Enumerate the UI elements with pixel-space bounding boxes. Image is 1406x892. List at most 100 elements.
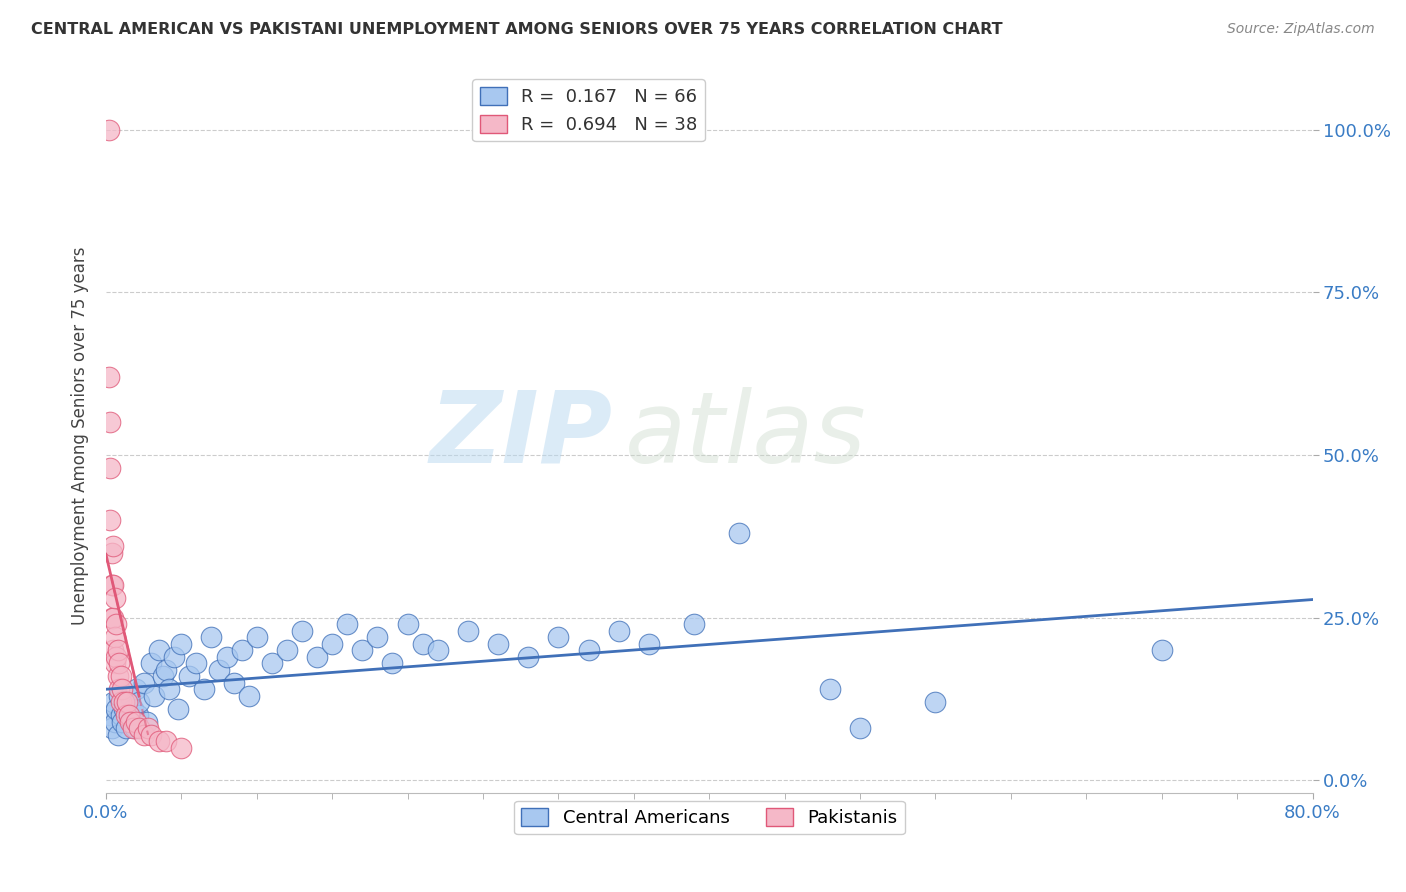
- Point: [108, 689, 131, 703]
- Point: [152, 669, 174, 683]
- Point: [103, 695, 125, 709]
- Point: [155, 663, 177, 677]
- Point: [125, 682, 148, 697]
- Point: [104, 630, 127, 644]
- Point: [155, 734, 177, 748]
- Point: [107, 669, 129, 683]
- Point: [200, 630, 222, 644]
- Point: [231, 643, 253, 657]
- Point: [97, 122, 120, 136]
- Point: [924, 695, 946, 709]
- Point: [307, 649, 329, 664]
- Point: [291, 624, 314, 638]
- Point: [366, 630, 388, 644]
- Point: [170, 637, 193, 651]
- Point: [547, 630, 569, 644]
- Text: CENTRAL AMERICAN VS PAKISTANI UNEMPLOYMENT AMONG SENIORS OVER 75 YEARS CORRELATI: CENTRAL AMERICAN VS PAKISTANI UNEMPLOYME…: [31, 22, 1002, 37]
- Point: [101, 610, 124, 624]
- Point: [132, 728, 155, 742]
- Point: [121, 714, 143, 729]
- Point: [108, 682, 131, 697]
- Point: [117, 708, 139, 723]
- Point: [122, 702, 145, 716]
- Point: [336, 617, 359, 632]
- Point: [412, 637, 434, 651]
- Point: [128, 721, 150, 735]
- Point: [118, 689, 141, 703]
- Y-axis label: Unemployment Among Seniors over 75 years: Unemployment Among Seniors over 75 years: [72, 246, 89, 624]
- Point: [105, 702, 128, 716]
- Point: [97, 369, 120, 384]
- Point: [114, 708, 136, 723]
- Point: [148, 734, 170, 748]
- Point: [135, 714, 157, 729]
- Point: [104, 591, 127, 606]
- Point: [132, 675, 155, 690]
- Text: Source: ZipAtlas.com: Source: ZipAtlas.com: [1227, 22, 1375, 37]
- Point: [607, 624, 630, 638]
- Point: [111, 682, 134, 697]
- Point: [396, 617, 419, 632]
- Point: [141, 728, 163, 742]
- Point: [103, 610, 125, 624]
- Point: [1150, 643, 1173, 657]
- Point: [100, 708, 122, 723]
- Point: [114, 721, 136, 735]
- Point: [276, 643, 298, 657]
- Point: [103, 539, 125, 553]
- Point: [107, 643, 129, 657]
- Point: [167, 702, 190, 716]
- Point: [110, 669, 132, 683]
- Point: [148, 643, 170, 657]
- Point: [104, 714, 127, 729]
- Point: [683, 617, 706, 632]
- Point: [849, 721, 872, 735]
- Point: [127, 708, 149, 723]
- Point: [125, 714, 148, 729]
- Point: [186, 656, 208, 670]
- Point: [100, 416, 122, 430]
- Point: [101, 578, 124, 592]
- Point: [238, 689, 260, 703]
- Point: [105, 649, 128, 664]
- Point: [381, 656, 404, 670]
- Point: [426, 643, 449, 657]
- Point: [224, 675, 246, 690]
- Point: [215, 649, 238, 664]
- Point: [163, 649, 186, 664]
- Point: [352, 643, 374, 657]
- Point: [103, 643, 125, 657]
- Point: [321, 637, 343, 651]
- Point: [638, 637, 661, 651]
- Point: [117, 708, 139, 723]
- Point: [124, 721, 146, 735]
- Point: [728, 526, 751, 541]
- Text: ZIP: ZIP: [430, 387, 613, 483]
- Point: [143, 689, 166, 703]
- Point: [101, 721, 124, 735]
- Point: [136, 721, 159, 735]
- Point: [141, 656, 163, 670]
- Point: [104, 656, 127, 670]
- Point: [112, 702, 135, 716]
- Legend: Central Americans, Pakistanis: Central Americans, Pakistanis: [515, 801, 904, 834]
- Point: [105, 617, 128, 632]
- Point: [578, 643, 600, 657]
- Point: [260, 656, 283, 670]
- Point: [122, 721, 145, 735]
- Point: [112, 695, 135, 709]
- Point: [100, 461, 122, 475]
- Text: atlas: atlas: [624, 387, 866, 483]
- Point: [118, 714, 141, 729]
- Point: [818, 682, 841, 697]
- Point: [486, 637, 509, 651]
- Point: [170, 740, 193, 755]
- Point: [157, 682, 180, 697]
- Point: [115, 695, 138, 709]
- Point: [110, 708, 132, 723]
- Point: [107, 728, 129, 742]
- Point: [246, 630, 269, 644]
- Point: [193, 682, 215, 697]
- Point: [128, 695, 150, 709]
- Point: [208, 663, 231, 677]
